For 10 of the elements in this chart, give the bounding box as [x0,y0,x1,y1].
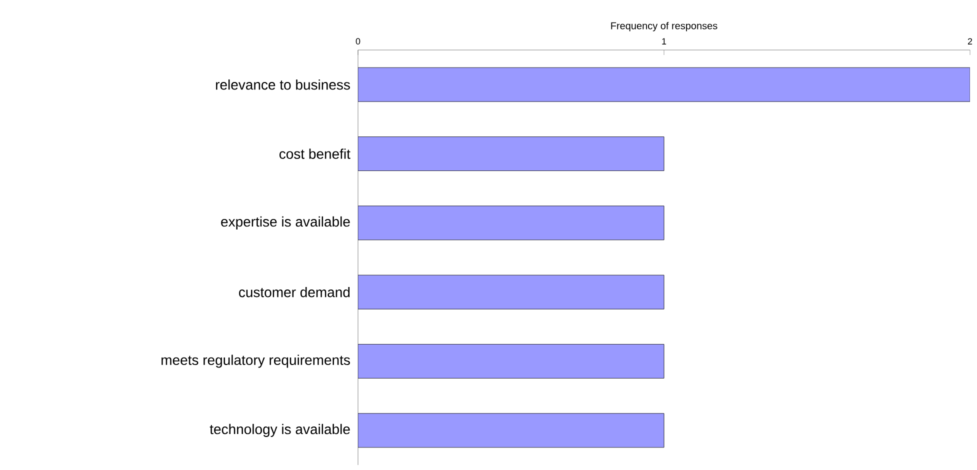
y-tick-label: meets regulatory requirements [162,354,350,368]
x-axis-title: Frequency of responses [611,22,718,32]
y-tick-label: customer demand [239,286,350,298]
x-tick-label: 1 [662,38,666,44]
y-tick-label: expertise is available [221,216,350,230]
y-tick-label: relevance to business [216,79,350,90]
x-tick-label: 0 [356,38,360,44]
y-tick-label: cost benefit [279,148,350,159]
y-tick-label: technology is available [210,424,350,437]
x-tick-label: 2 [968,38,972,44]
